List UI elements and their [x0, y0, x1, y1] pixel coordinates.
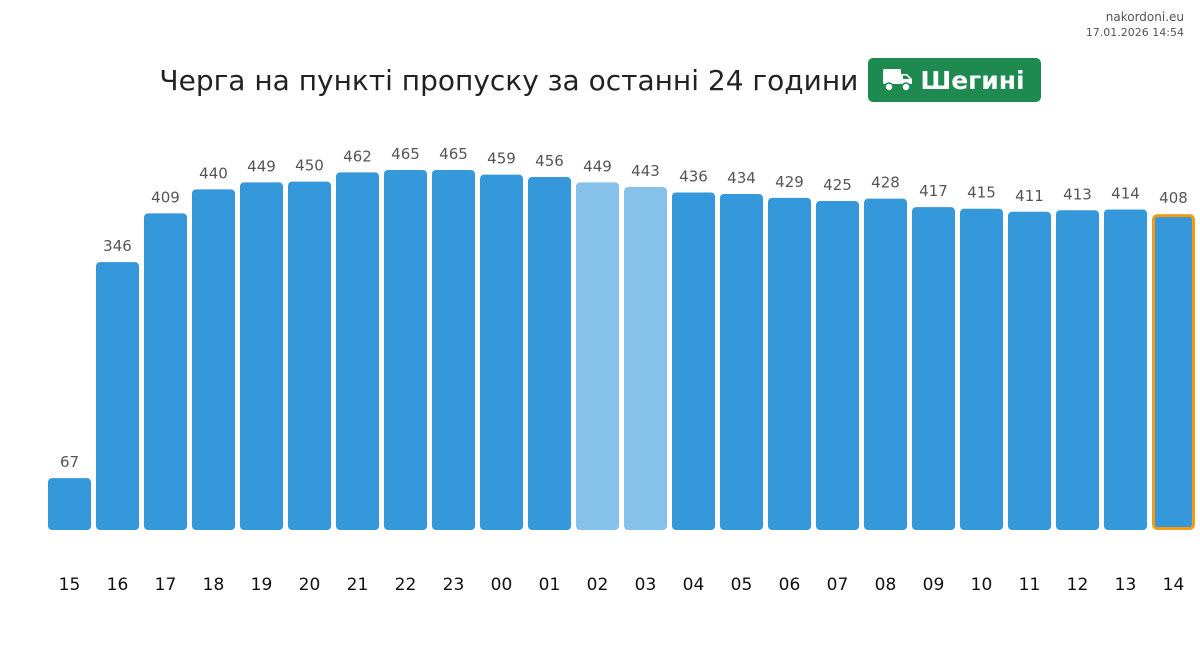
value-label-12: 413 — [1063, 185, 1092, 203]
value-label-17: 409 — [151, 188, 180, 206]
bar-09 — [912, 207, 955, 530]
tick-label-19: 19 — [251, 575, 273, 595]
title-row: Черга на пункті пропуску за останні 24 г… — [0, 58, 1200, 102]
bar-21 — [336, 172, 379, 531]
tick-label-05: 05 — [731, 575, 753, 595]
source-timestamp: 17.01.2026 14:54 — [1085, 26, 1184, 39]
value-label-21: 462 — [343, 147, 372, 165]
bar-14 — [1152, 214, 1195, 530]
value-label-03: 443 — [631, 162, 660, 180]
tick-label-14: 14 — [1163, 575, 1185, 595]
tick-label-06: 06 — [779, 575, 801, 595]
tick-label-22: 22 — [395, 575, 417, 595]
bar-22 — [384, 170, 427, 530]
value-label-23: 465 — [439, 145, 468, 163]
bar-01 — [528, 176, 571, 530]
bar-02 — [576, 182, 619, 531]
source-site: nakordoni.eu — [1105, 10, 1184, 24]
source-info: nakordoni.eu 17.01.2026 14:54 — [1086, 9, 1184, 41]
value-label-10: 415 — [967, 184, 996, 202]
value-label-06: 429 — [775, 173, 804, 191]
chart-title: Черга на пункті пропуску за останні 24 г… — [159, 63, 859, 97]
bar-00 — [480, 174, 523, 531]
tick-label-01: 01 — [539, 575, 561, 595]
tick-label-12: 12 — [1067, 575, 1089, 595]
value-label-18: 440 — [199, 164, 228, 182]
tick-label-16: 16 — [107, 575, 129, 595]
value-label-14: 408 — [1159, 189, 1188, 207]
value-label-04: 436 — [679, 167, 708, 185]
value-label-08: 428 — [871, 174, 900, 192]
tick-label-03: 03 — [635, 575, 657, 595]
bar-12 — [1056, 210, 1099, 531]
value-label-22: 465 — [391, 145, 420, 163]
tick-label-08: 08 — [875, 575, 897, 595]
tick-label-20: 20 — [299, 575, 321, 595]
value-label-00: 459 — [487, 150, 516, 168]
badge-label: Шегині — [920, 65, 1025, 95]
bar-16 — [96, 262, 139, 530]
tick-label-10: 10 — [971, 575, 993, 595]
tick-label-11: 11 — [1019, 575, 1041, 595]
value-label-02: 449 — [583, 157, 612, 175]
bar-10 — [960, 208, 1003, 531]
tick-label-18: 18 — [203, 575, 225, 595]
bar-07 — [816, 200, 859, 530]
bar-08 — [864, 198, 907, 531]
value-label-09: 417 — [919, 182, 948, 200]
tick-label-04: 04 — [683, 575, 705, 595]
tick-label-23: 23 — [443, 575, 465, 595]
bar-11 — [1008, 211, 1051, 530]
checkpoint-badge: Шегині — [868, 58, 1041, 102]
bar-03 — [624, 187, 667, 530]
tick-label-07: 07 — [827, 575, 849, 595]
tick-label-00: 00 — [491, 575, 513, 595]
value-label-05: 434 — [727, 169, 756, 187]
bar-17 — [144, 213, 187, 530]
value-label-01: 456 — [535, 152, 564, 170]
value-label-07: 425 — [823, 176, 852, 194]
bar-13 — [1104, 209, 1147, 530]
bar-05 — [720, 194, 763, 530]
tick-label-17: 17 — [155, 575, 177, 595]
value-label-11: 411 — [1015, 187, 1044, 205]
value-label-15: 67 — [60, 453, 79, 471]
bar-06 — [768, 197, 811, 530]
value-label-16: 346 — [103, 237, 132, 255]
bar-15 — [48, 478, 91, 530]
tick-label-02: 02 — [587, 575, 609, 595]
bar-20 — [288, 181, 331, 530]
bar-23 — [432, 170, 475, 530]
bar-19 — [240, 182, 283, 531]
bar-18 — [192, 189, 235, 530]
value-label-20: 450 — [295, 157, 324, 175]
tick-label-09: 09 — [923, 575, 945, 595]
tick-label-15: 15 — [59, 575, 81, 595]
value-label-13: 414 — [1111, 184, 1140, 202]
tick-label-13: 13 — [1115, 575, 1137, 595]
bar-04 — [672, 192, 715, 531]
value-label-19: 449 — [247, 157, 276, 175]
tick-label-21: 21 — [347, 575, 369, 595]
truck-icon — [882, 67, 914, 93]
